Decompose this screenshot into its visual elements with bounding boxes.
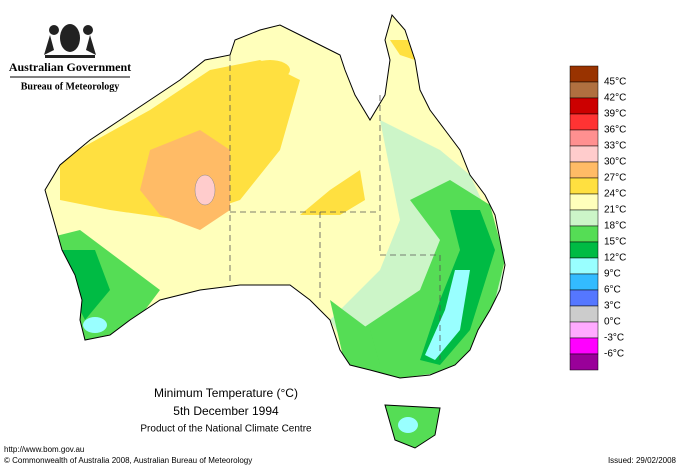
legend-swatch [569,177,599,195]
legend-label: -3°C [604,333,624,344]
legend-swatch [569,193,599,211]
legend-label: 9°C [604,269,621,280]
header-title: Australian Government [9,60,131,74]
legend-swatch [569,353,599,371]
state-borders [229,55,441,360]
footer-url: http://www.bom.gov.au [4,445,84,454]
legend-swatch [569,289,599,307]
legend-swatch [569,273,599,291]
legend-swatch [569,225,599,243]
legend-swatch [569,145,599,163]
legend-swatch [569,65,599,83]
legend-label: 27°C [604,173,626,184]
legend-swatch [569,81,599,99]
legend-label: 0°C [604,317,621,328]
legend-label: 33°C [604,141,626,152]
legend-swatch [569,241,599,259]
legend-label: 15°C [604,237,626,248]
legend-label: 18°C [604,221,626,232]
legend-label: 3°C [604,301,621,312]
legend-label: -6°C [604,349,624,360]
legend-swatch [569,257,599,275]
legend-label: 39°C [604,109,626,120]
legend-label: 24°C [604,189,626,200]
legend-swatch [569,97,599,115]
legend-label: 45°C [604,77,626,88]
legend-label: 36°C [604,125,626,136]
legend: 45°C 42°C 39°C 36°C 33°C 30°C 27°C 24°C 21°C 18°C… [569,65,626,371]
legend-swatch [569,161,599,179]
map-credit: Product of the National Climate Centre [140,424,312,435]
legend-label: 42°C [604,93,626,104]
legend-swatch [569,305,599,323]
map-title: Minimum Temperature (°C) [154,386,298,400]
legend-swatch [569,209,599,227]
header-subtitle: Bureau of Meteorology [21,81,120,92]
footer-issued: Issued: 29/02/2008 [608,456,677,465]
map-date: 5th December 1994 [173,404,279,418]
legend-label: 6°C [604,285,621,296]
legend-swatch [569,113,599,131]
legend-label: 21°C [604,205,626,216]
legend-label: 12°C [604,253,626,264]
legend-swatch [569,321,599,339]
crest [44,24,96,58]
legend-swatch [569,129,599,147]
tasmania-cold-area [398,417,418,433]
legend-label: 30°C [604,157,626,168]
footer-copyright: © Commonwealth of Australia 2008, Austra… [4,456,252,465]
legend-swatch [569,337,599,355]
